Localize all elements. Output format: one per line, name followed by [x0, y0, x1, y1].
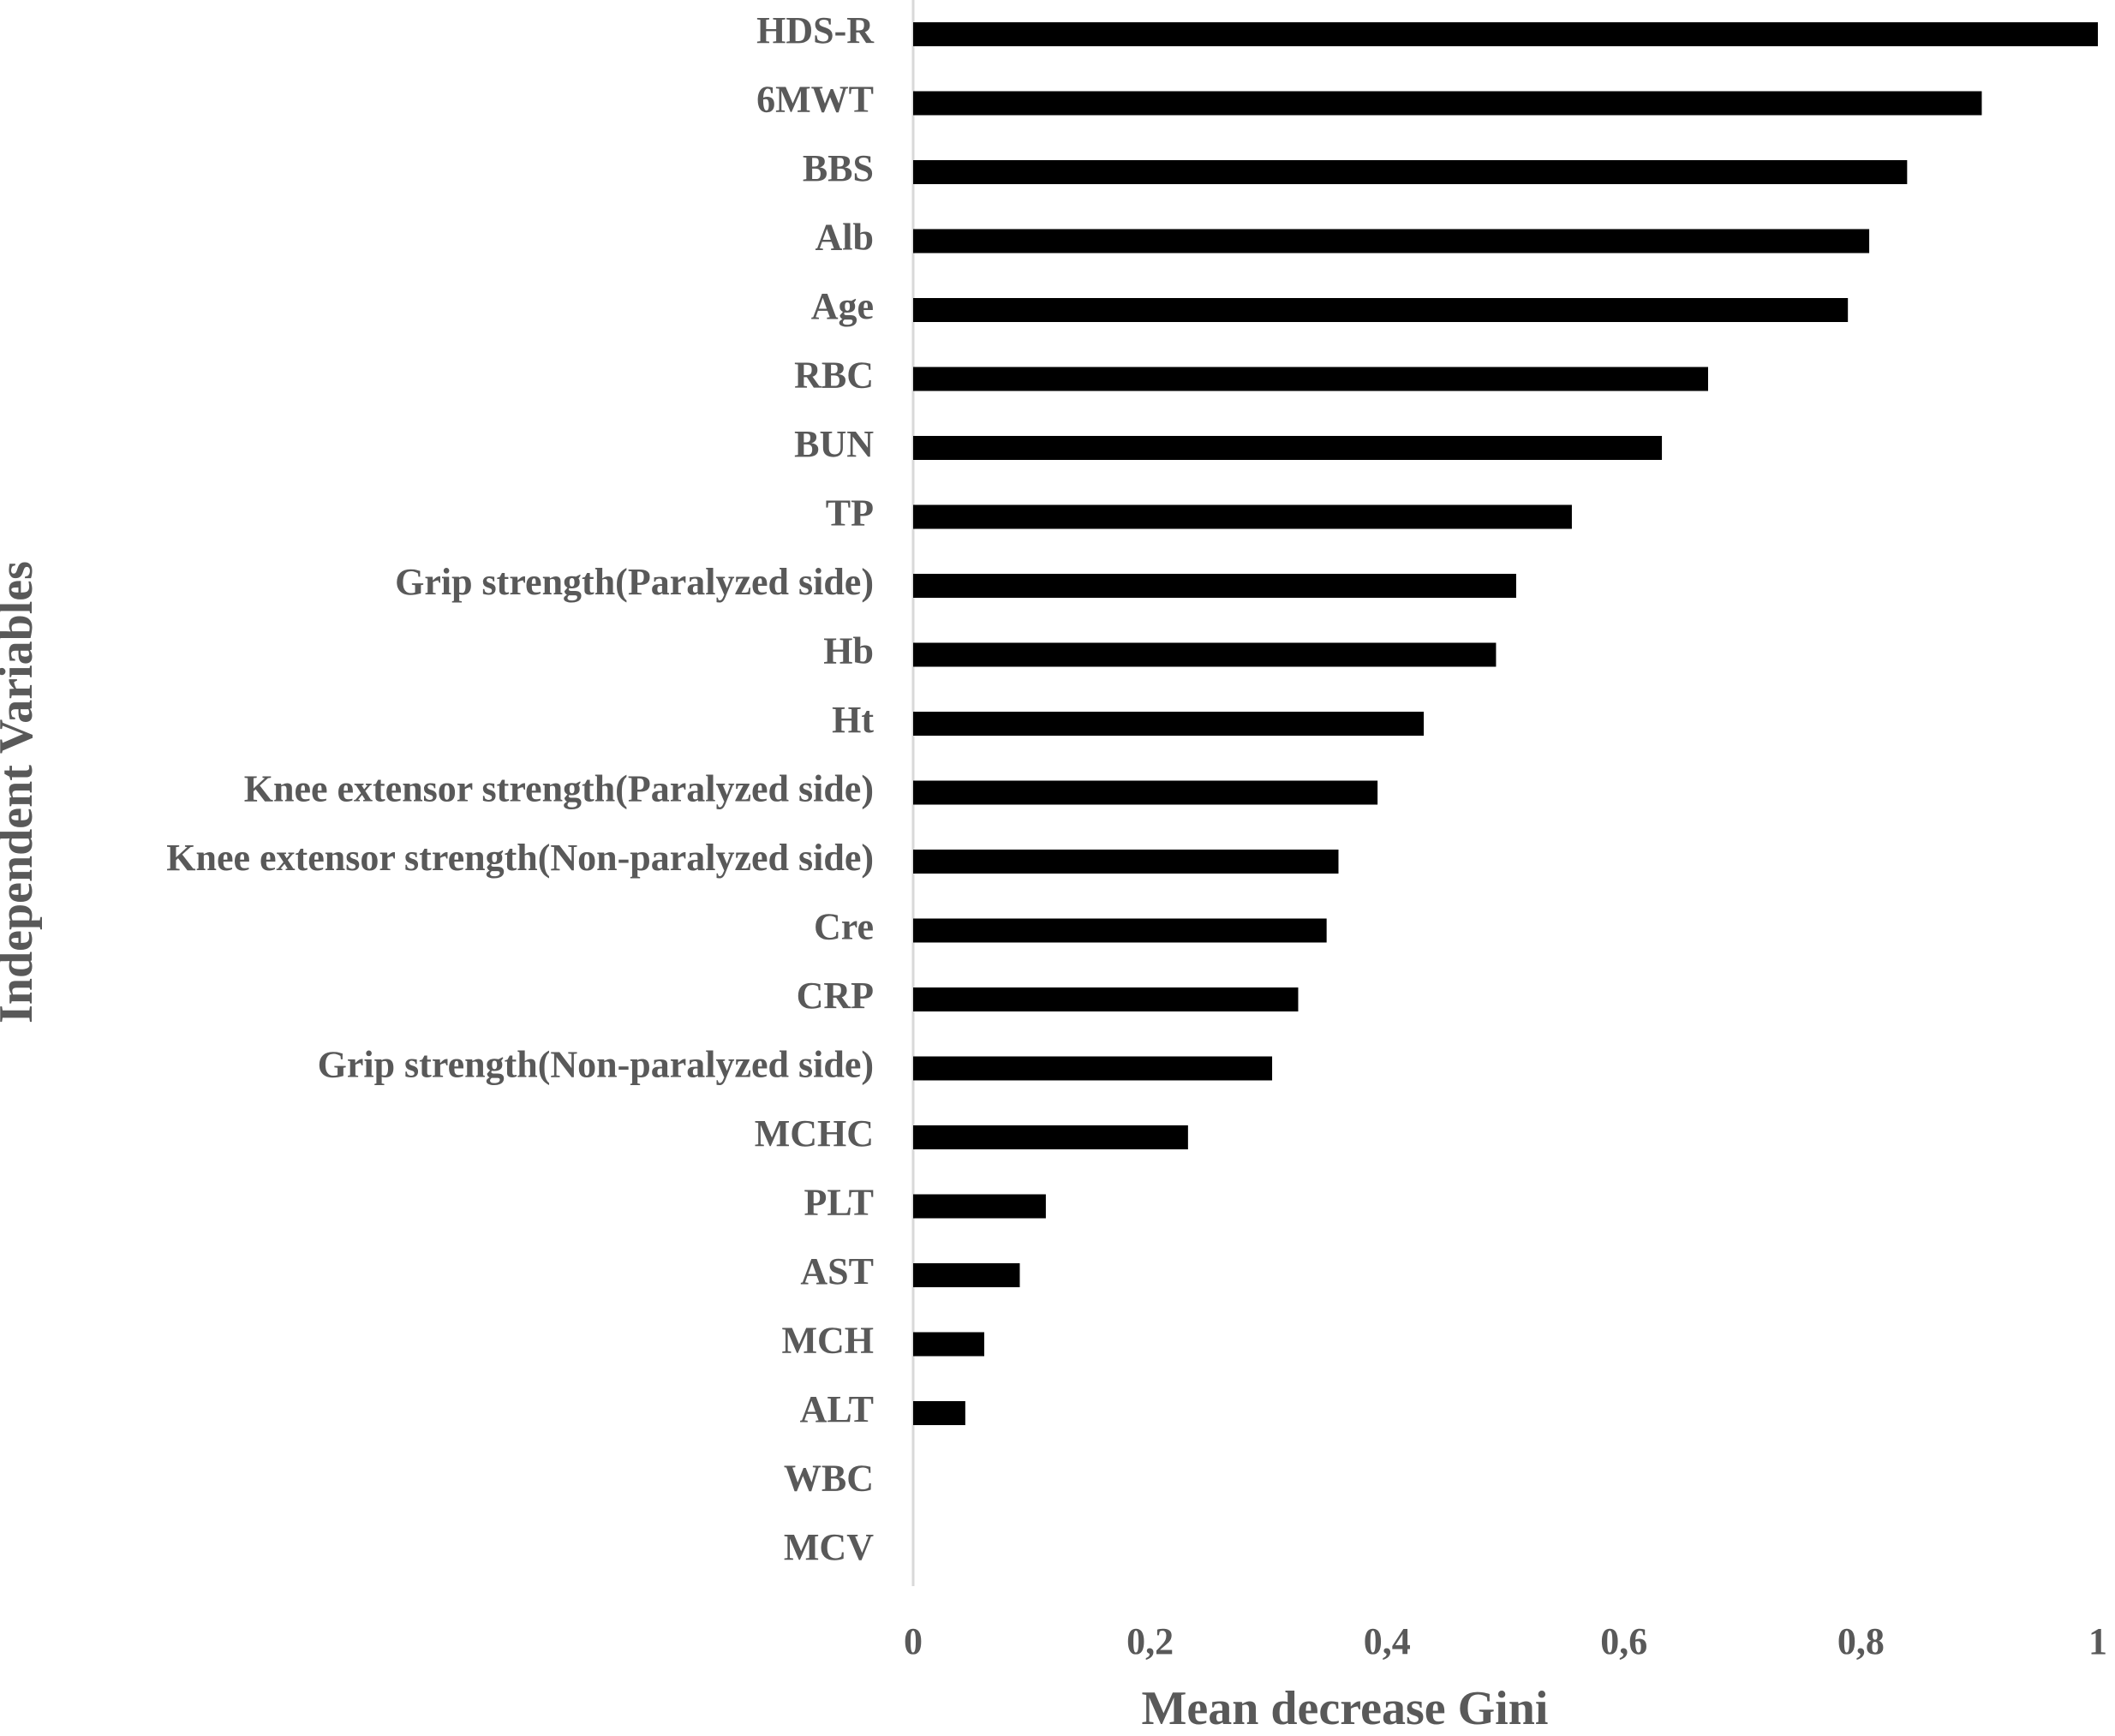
y-tick-label: TP [826, 492, 874, 534]
y-tick-label: Grip strength(Non-paralyzed side) [318, 1044, 874, 1086]
y-tick-label: Knee extensor strength(Non-paralyzed sid… [166, 837, 874, 879]
y-tick-label: Cre [814, 906, 874, 948]
y-tick-label: Grip strength(Paralyzed side) [395, 561, 874, 603]
bar [913, 780, 1378, 805]
bar [913, 918, 1327, 943]
y-tick-label: PLT [804, 1182, 874, 1224]
y-axis-title: Independent Variables [0, 561, 43, 1023]
y-tick-label: Ht [832, 699, 874, 741]
y-tick-label: HDS-R [756, 9, 875, 51]
bar [913, 1401, 965, 1425]
y-tick-label: CRP [797, 975, 874, 1017]
bar [913, 1125, 1188, 1149]
x-tick-label: 0,4 [1364, 1620, 1411, 1662]
bar [913, 229, 1870, 254]
y-tick-label: 6MWT [756, 79, 874, 121]
y-tick-label: WBC [784, 1458, 874, 1500]
y-tick-label: Hb [823, 630, 874, 672]
bar [913, 1056, 1273, 1081]
y-tick-label: MCH [781, 1320, 874, 1362]
y-tick-label: Alb [816, 217, 874, 259]
bar [913, 22, 2098, 46]
y-tick-label: Knee extensor strength(Paralyzed side) [244, 768, 874, 810]
x-tick-label: 0 [904, 1620, 923, 1662]
y-tick-label: MCHC [755, 1113, 874, 1154]
bar [913, 91, 1982, 116]
bar [913, 298, 1849, 322]
bar [913, 160, 1908, 184]
bar [913, 1194, 1046, 1219]
bar [913, 574, 1516, 598]
x-axis-title: Mean decrease Gini [1142, 1682, 1549, 1735]
bar [913, 850, 1339, 874]
x-tick-label: 0,2 [1126, 1620, 1174, 1662]
y-tick-label: MCV [784, 1526, 874, 1568]
bar [913, 1263, 1020, 1287]
x-tick-label: 1 [2088, 1620, 2107, 1662]
y-tick-label: BBS [803, 147, 874, 189]
y-tick-label: RBC [794, 355, 874, 397]
y-tick-label: AST [800, 1250, 874, 1292]
bar [913, 642, 1497, 667]
y-tick-label: Age [811, 285, 874, 327]
bar [913, 436, 1663, 460]
x-tick-label: 0,6 [1600, 1620, 1647, 1662]
y-tick-label: ALT [800, 1388, 874, 1430]
x-tick-label: 0,8 [1837, 1620, 1885, 1662]
y-tick-label: BUN [794, 423, 874, 465]
bar [913, 712, 1425, 736]
bar [913, 987, 1299, 1011]
bar [913, 1332, 984, 1357]
bar [913, 504, 1572, 529]
bar [913, 367, 1708, 391]
